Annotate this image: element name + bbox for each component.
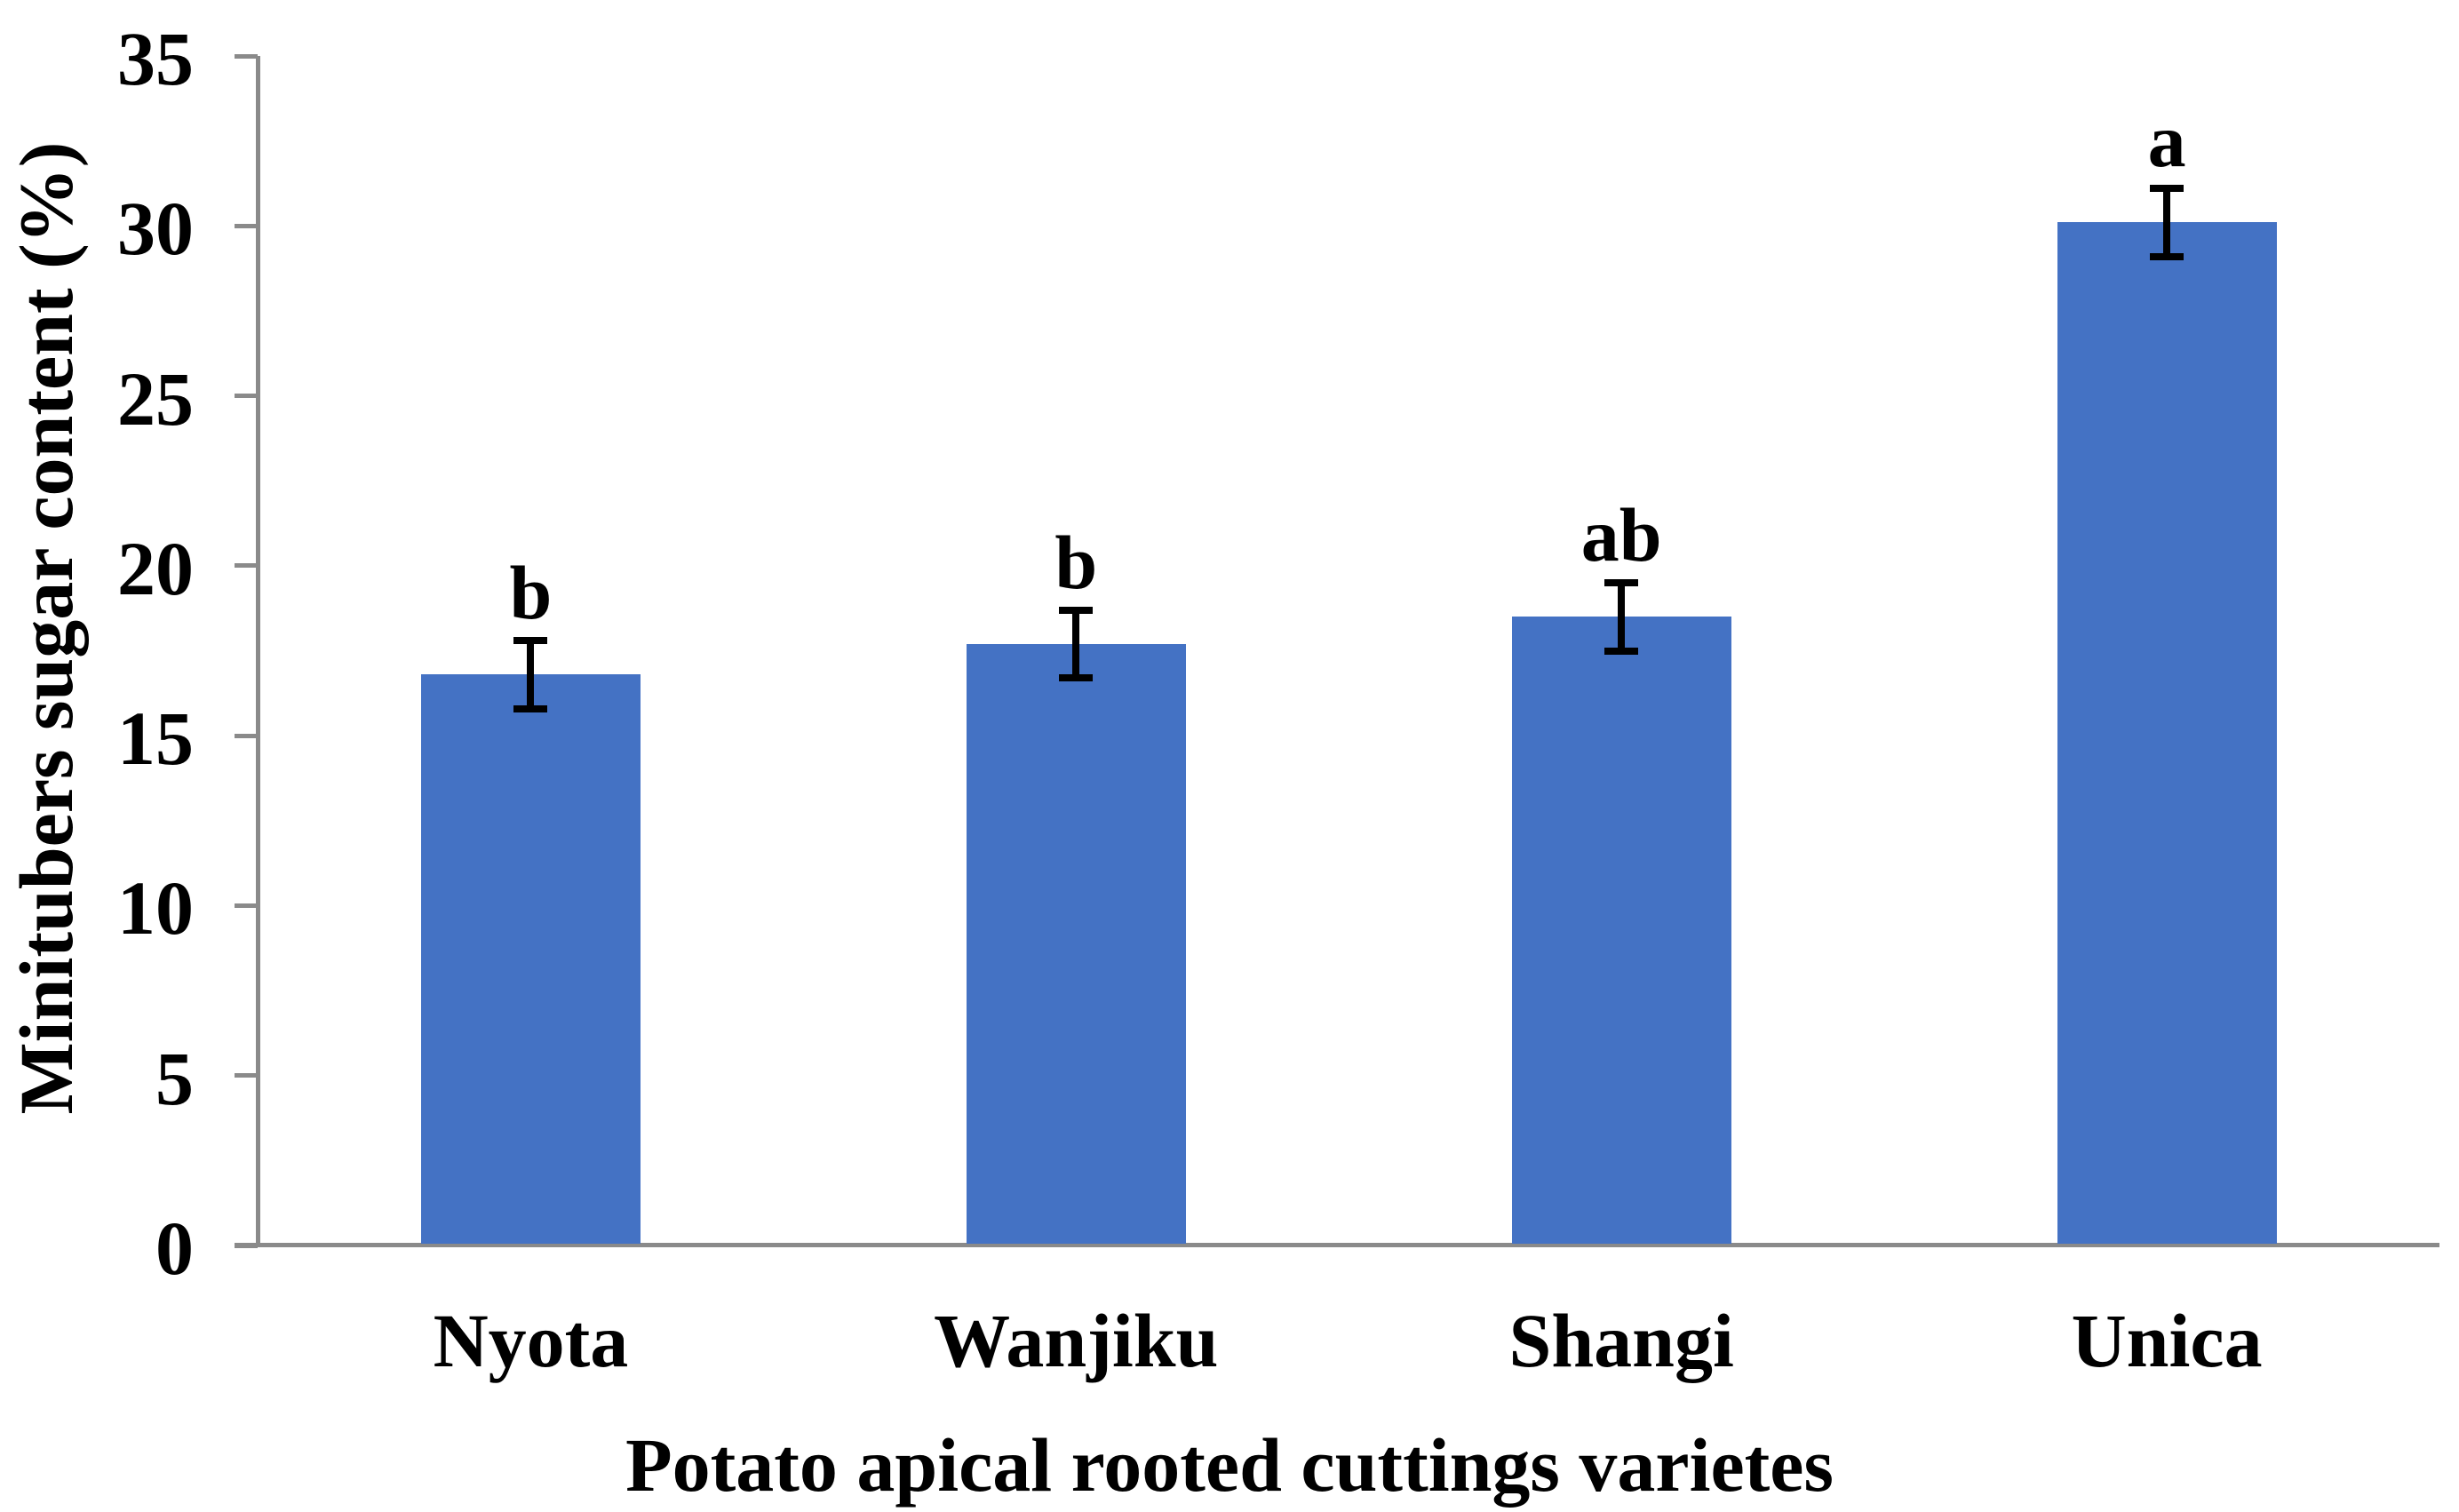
y-tick-mark [235, 53, 258, 59]
y-tick-mark [235, 1243, 258, 1248]
error-bar-cap [513, 637, 548, 645]
error-bar-cap [1059, 674, 1094, 682]
x-axis-title: Potato apical rooted cuttings varietes [625, 1422, 1834, 1508]
sig-letter-wanjiku: b [1054, 519, 1098, 605]
category-label-nyota: Nyota [433, 1298, 629, 1383]
error-bar-whisker [527, 641, 535, 709]
y-tick-label: 15 [117, 696, 194, 782]
error-bar-whisker [2163, 188, 2171, 257]
sig-letter-nyota: b [509, 550, 553, 636]
category-label-wanjiku: Wanjiku [934, 1298, 1219, 1383]
error-bar-cap [1604, 578, 1639, 586]
sig-letter-shangi: ab [1580, 491, 1662, 577]
y-tick-label: 25 [117, 355, 194, 442]
y-tick-mark [235, 1073, 258, 1078]
error-bar-whisker [1618, 582, 1626, 651]
bar-shangi [1511, 617, 1731, 1244]
y-tick-label: 5 [155, 1035, 194, 1121]
y-tick-mark [235, 903, 258, 908]
error-bar-cap [513, 704, 548, 712]
y-tick-mark [235, 394, 258, 399]
y-tick-label: 35 [117, 16, 194, 101]
y-tick-label: 0 [155, 1206, 194, 1291]
y-tick-mark [235, 223, 258, 228]
category-label-unica: Unica [2071, 1298, 2263, 1383]
error-bar-whisker [1072, 609, 1080, 679]
error-bar-cap [2150, 185, 2184, 193]
bar-nyota [420, 674, 641, 1244]
sig-letter-unica: a [2147, 98, 2186, 184]
y-tick-label: 10 [117, 865, 194, 951]
y-tick-mark [235, 563, 258, 569]
bar-wanjiku [966, 643, 1186, 1244]
error-bar-cap [1059, 606, 1094, 614]
y-tick-label: 20 [117, 525, 194, 611]
y-tick-mark [235, 733, 258, 738]
y-tick-label: 30 [117, 186, 194, 272]
x-axis-line [235, 1243, 2439, 1247]
y-axis-line [256, 56, 260, 1245]
error-bar-cap [2150, 252, 2184, 260]
bar-unica [2057, 222, 2277, 1244]
error-bar-cap [1604, 647, 1639, 655]
category-label-shangi: Shangi [1508, 1298, 1734, 1383]
